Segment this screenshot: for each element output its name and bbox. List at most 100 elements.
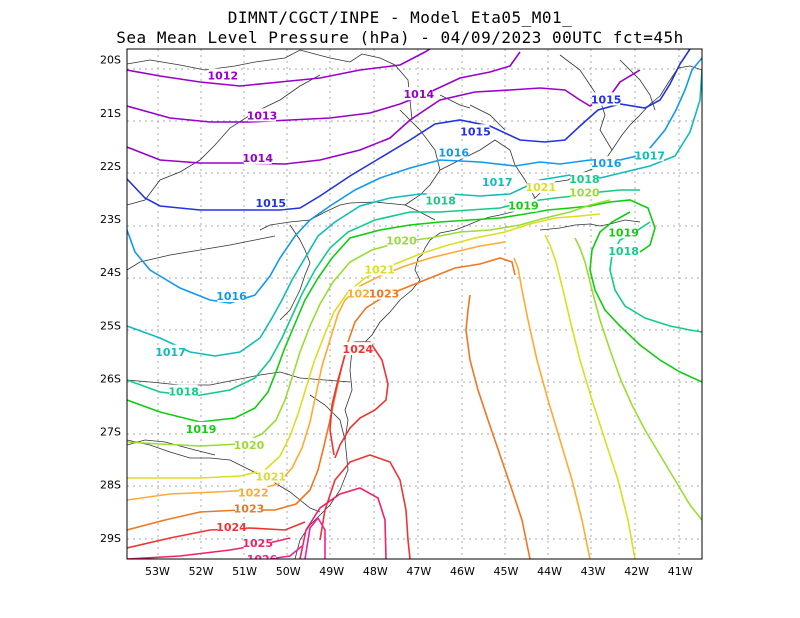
isobar-1020: [127, 199, 702, 521]
isobar-label-1019: 1019: [186, 423, 217, 436]
isobar-label-1019: 1019: [608, 226, 639, 239]
isobar-label-1018: 1018: [168, 386, 199, 399]
lon-tick-label: 44W: [537, 565, 562, 578]
isobar-label-1025: 1025: [242, 537, 273, 550]
isobar-label-bg: [461, 124, 490, 138]
isobar-label-1020: 1020: [386, 234, 417, 247]
isobar-label-1017: 1017: [634, 149, 665, 162]
lon-tick-label: 50W: [276, 565, 301, 578]
isobar-label-1023: 1023: [369, 287, 400, 300]
lon-tick-label: 51W: [232, 565, 257, 578]
isobar-1012: [127, 49, 431, 87]
isobar-label-bg: [234, 437, 263, 451]
isobar-label-1017: 1017: [482, 176, 513, 189]
lat-tick-label: 24S: [100, 266, 121, 279]
isobar-label-bg: [426, 193, 455, 207]
isobar-label-bg: [169, 384, 198, 398]
isobar-label-bg: [243, 536, 272, 550]
isobar-1019: [127, 199, 702, 423]
lat-lon-grid: [127, 49, 702, 559]
isobar-label-1024: 1024: [216, 521, 247, 534]
isobar-label-bg: [343, 342, 372, 356]
isobar-label-1016: 1016: [216, 290, 247, 303]
lon-tick-label: 43W: [581, 565, 606, 578]
isobar-label-bg: [239, 485, 268, 499]
lat-tick-label: 26S: [100, 372, 121, 385]
lon-tick-label: 48W: [363, 565, 388, 578]
isobar-label-1015: 1015: [255, 197, 286, 210]
isobar-label-1022: 1022: [347, 287, 378, 300]
isobar-label-bg: [387, 233, 416, 247]
isobar-label-1013: 1013: [247, 109, 278, 122]
lat-tick-label: 21S: [100, 107, 121, 120]
isobar-label-bg: [570, 185, 599, 199]
isobar-label-1016: 1016: [591, 157, 622, 170]
isobar-label-1020: 1020: [569, 186, 600, 199]
lat-tick-label: 28S: [100, 479, 121, 492]
isobar-label-bg: [248, 552, 277, 559]
isobar-label-bg: [187, 421, 216, 435]
longitude-axis: 53W 52W 51W 50W 49W 48W 47W 46W 45W 44W 43W 42W 41W: [145, 565, 693, 578]
isobar-label-bg: [609, 225, 638, 239]
coastline-and-borders: [127, 49, 702, 559]
isobar-label-bg: [208, 68, 237, 82]
isobar-label-bg: [635, 148, 664, 162]
isobar-1021: [127, 213, 636, 559]
latitude-axis: 20S 21S 22S 23S 24S 25S 26S 27S 28S 29S: [100, 54, 121, 545]
isobar-1014: [127, 69, 641, 165]
lat-tick-label: 25S: [100, 319, 121, 332]
isobar-label-1014: 1014: [404, 88, 435, 101]
isobar-label-bg: [404, 87, 433, 101]
isobar-label-1022: 1022: [238, 487, 269, 500]
isobar-label-bg: [217, 520, 246, 534]
isobar-label-bg: [348, 286, 377, 300]
isobar-label-1012: 1012: [208, 70, 239, 83]
isobar-1017: [127, 69, 702, 357]
plot-frame: [126, 48, 703, 560]
chart-title-line2: Sea Mean Level Pressure (hPa) - 04/09/20…: [116, 28, 684, 47]
isobar-label-1021: 1021: [526, 181, 557, 194]
isobar-lines: [127, 49, 702, 559]
isobar-label-1015: 1015: [460, 125, 491, 138]
chart-title-line1: DIMNT/CGCT/INPE - Model Eta05_M01_: [227, 8, 573, 27]
isobar-label-bg: [439, 145, 468, 159]
isobar-1024: [127, 341, 411, 559]
isobar-label-bg: [234, 501, 263, 515]
isobar-label-1018: 1018: [608, 245, 639, 258]
isobar-labels: 1012 1013 1014 1014 1015 1015 1015 1016 1016 1016…: [155, 68, 665, 566]
isobar-label-1026: 1026: [247, 553, 278, 566]
isobar-1015: [127, 49, 691, 211]
lat-tick-label: 23S: [100, 213, 121, 226]
isobar-label-bg: [592, 156, 621, 170]
lon-tick-label: 53W: [145, 565, 170, 578]
isobar-label-1018: 1018: [425, 194, 456, 207]
lon-tick-label: 52W: [189, 565, 214, 578]
isobar-label-1021: 1021: [364, 263, 395, 276]
lon-tick-label: 47W: [406, 565, 431, 578]
isobar-label-1016: 1016: [438, 147, 469, 160]
isobar-label-bg: [483, 174, 512, 188]
isobar-label-bg: [609, 243, 638, 257]
isobar-label-bg: [570, 172, 599, 186]
isobar-label-1014: 1014: [242, 152, 273, 165]
isobar-label-1019: 1019: [508, 200, 539, 213]
lon-tick-label: 46W: [450, 565, 475, 578]
isobar-1013: [127, 51, 521, 123]
isobar-label-bg: [217, 289, 246, 303]
isobar-label-bg: [526, 180, 555, 194]
isobar-label-bg: [156, 344, 185, 358]
lat-tick-label: 20S: [100, 54, 121, 67]
lat-tick-label: 27S: [100, 426, 121, 439]
isobar-label-bg: [370, 286, 399, 300]
lon-tick-label: 42W: [624, 565, 649, 578]
lon-tick-label: 49W: [319, 565, 344, 578]
lon-tick-label: 41W: [668, 565, 693, 578]
isobar-label-1024: 1024: [343, 343, 374, 356]
isobar-label-1020: 1020: [234, 439, 265, 452]
isobar-label-bg: [256, 469, 285, 483]
isobar-label-1017: 1017: [155, 346, 186, 359]
isobar-label-1015: 1015: [591, 93, 622, 106]
lat-tick-label: 22S: [100, 160, 121, 173]
isobar-label-1023: 1023: [234, 503, 265, 516]
lon-tick-label: 45W: [494, 565, 519, 578]
